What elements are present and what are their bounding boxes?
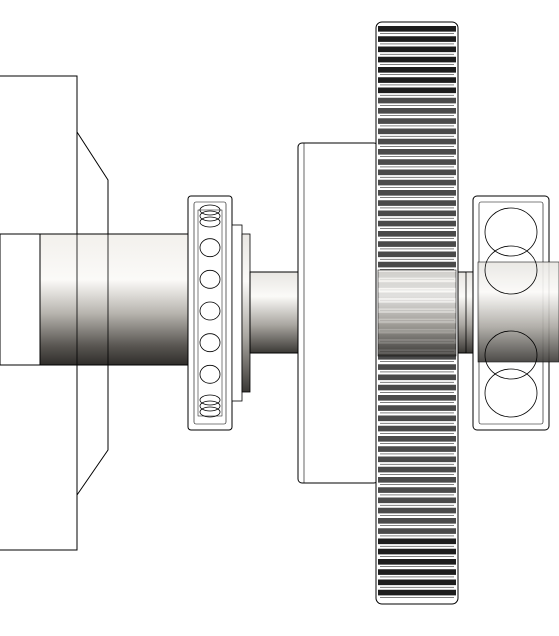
gear-tooth	[378, 241, 456, 247]
gear-tooth	[378, 507, 456, 514]
gear-tooth	[378, 579, 456, 586]
gear-tooth	[378, 425, 456, 432]
gear-tooth	[378, 77, 456, 83]
gear-tooth	[378, 487, 456, 493]
left-bearing-balls	[199, 204, 221, 418]
gear-tooth	[378, 190, 456, 196]
right-bearing	[465, 195, 559, 431]
gear-tooth	[378, 200, 456, 206]
gear-tooth	[378, 231, 456, 237]
shaft-large-section	[0, 233, 191, 366]
gear-tooth	[378, 128, 456, 135]
gear-tooth	[378, 589, 456, 596]
gear-tooth	[378, 456, 456, 463]
bearing-ball	[199, 394, 221, 406]
gear-tooth	[378, 415, 456, 422]
bearing-ball	[199, 400, 221, 412]
gear-tooth	[378, 374, 456, 381]
bearing-ball	[199, 238, 221, 258]
gear-tooth	[378, 251, 456, 258]
gear-tooth	[378, 87, 456, 94]
gear-tooth	[378, 497, 456, 504]
gear-tooth	[378, 569, 456, 575]
gear-tooth	[378, 354, 456, 360]
bearing-ball	[199, 333, 221, 353]
gear-tooth	[378, 220, 456, 227]
gear-tooth	[378, 559, 456, 565]
gear-tooth	[378, 436, 456, 442]
bearing-ball	[484, 368, 538, 418]
gear-tooth	[378, 56, 456, 63]
bearing-ball	[484, 207, 538, 257]
gear-tooth	[378, 67, 456, 73]
bearing-ball	[199, 216, 221, 228]
gear-tooth	[378, 364, 456, 370]
gear-tooth	[378, 466, 456, 473]
spur-gear	[375, 21, 459, 605]
left-bearing	[187, 195, 251, 431]
bearing-ball	[199, 301, 221, 321]
gear-tooth	[378, 548, 456, 555]
gear-tooth	[378, 446, 456, 452]
gear-tooth	[378, 261, 456, 268]
gear-tooth	[378, 138, 456, 145]
gear-tooth	[378, 405, 456, 411]
gear-tooth	[378, 36, 456, 42]
gear-tooth	[378, 26, 456, 32]
gear-tooth	[378, 477, 456, 483]
gear-tooth	[378, 149, 456, 155]
bearing-ball	[199, 204, 221, 216]
gear-tooth	[378, 210, 456, 217]
gear-tooth	[378, 46, 456, 53]
gear-tooth	[378, 169, 456, 176]
gear-tooth	[378, 395, 456, 401]
gear-tooth	[378, 528, 456, 534]
bearing-ball	[199, 210, 221, 222]
gear-hub	[297, 142, 379, 484]
gear-tooth	[378, 108, 456, 114]
gear-tooth	[378, 179, 456, 186]
bearing-ball	[484, 245, 538, 295]
bearing-ball	[484, 330, 538, 380]
bearing-ball	[199, 364, 221, 384]
gear-tooth	[378, 97, 456, 104]
bearing-ball	[199, 269, 221, 289]
gear-tooth	[378, 538, 456, 545]
gear-tooth	[378, 159, 456, 165]
gear-tooth	[378, 518, 456, 524]
gear-tooth	[378, 384, 456, 391]
bearing-ball	[199, 406, 221, 418]
right-bearing-balls	[484, 207, 538, 418]
gear-tooth	[378, 118, 456, 124]
